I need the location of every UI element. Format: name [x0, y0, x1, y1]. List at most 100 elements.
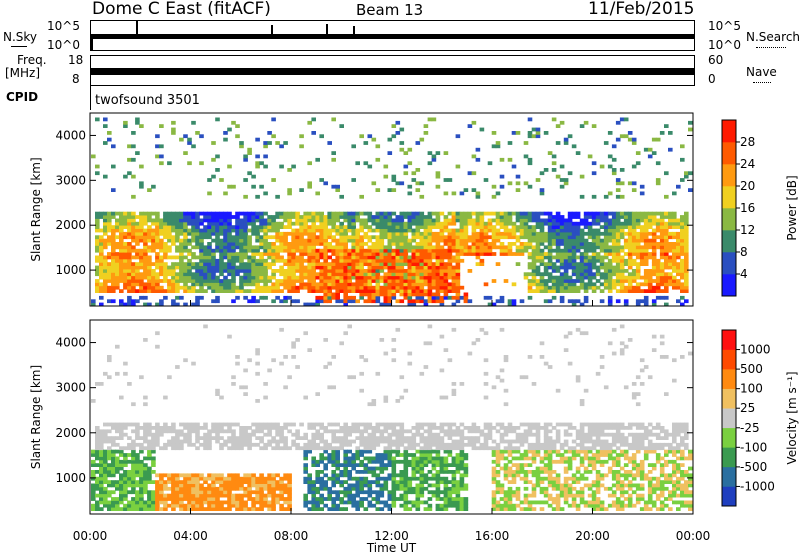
heatmap-cell — [147, 211, 152, 216]
heatmap-cell — [643, 147, 649, 152]
heatmap-cell — [487, 245, 493, 250]
heatmap-cell — [267, 225, 272, 229]
heatmap-cell — [371, 480, 377, 484]
heatmap-cell — [403, 463, 409, 467]
heatmap-cell — [419, 292, 425, 297]
heatmap-cell — [267, 285, 272, 290]
heatmap-cell — [403, 476, 409, 481]
heatmap-cell — [95, 486, 100, 491]
heatmap-cell — [167, 245, 172, 250]
heatmap-cell — [387, 228, 393, 233]
heatmap-cell — [676, 279, 681, 283]
heatmap-cell — [415, 255, 421, 260]
heatmap-cell — [603, 272, 609, 277]
heatmap-cell — [279, 490, 284, 495]
heatmap-cell — [143, 255, 148, 260]
heatmap-cell — [659, 215, 665, 219]
heatmap-cell — [103, 480, 108, 484]
heatmap-cell — [191, 262, 196, 266]
heatmap-cell — [95, 456, 100, 461]
heatmap-cell — [603, 275, 609, 280]
heatmap-cell — [243, 486, 248, 491]
heatmap-cell — [491, 238, 497, 243]
heatmap-cell — [371, 248, 377, 253]
heatmap-cell — [643, 215, 649, 219]
heatmap-cell — [143, 476, 148, 481]
heatmap-cell — [607, 211, 613, 216]
heatmap-cell — [271, 178, 276, 182]
heatmap-cell — [395, 289, 401, 293]
heatmap-cell — [407, 269, 413, 273]
heatmap-cell — [251, 225, 256, 229]
heatmap-cell — [119, 245, 124, 250]
heatmap-cell — [479, 252, 485, 256]
heatmap-cell — [335, 456, 340, 461]
heatmap-cell — [527, 282, 533, 287]
heatmap-cell — [239, 235, 244, 240]
heatmap-cell — [371, 292, 377, 297]
heatmap-cell — [267, 275, 272, 280]
heatmap-cell — [323, 480, 328, 484]
heatmap-cell — [351, 262, 356, 266]
heatmap-cell — [171, 426, 176, 430]
heatmap-cell — [351, 242, 356, 246]
heatmap-cell — [435, 285, 441, 290]
heatmap-cell — [179, 446, 184, 451]
heatmap-cell — [131, 486, 136, 491]
heatmap-cell — [315, 262, 320, 266]
heatmap-cell — [247, 262, 252, 266]
heatmap-cell — [167, 289, 172, 293]
heatmap-cell — [395, 459, 401, 464]
heatmap-cell — [379, 338, 385, 342]
heatmap-cell — [159, 429, 164, 434]
heatmap-cell — [531, 269, 537, 273]
heatmap-cell — [263, 480, 268, 484]
heatmap-cell — [539, 228, 545, 233]
heatmap-cell — [539, 188, 545, 192]
heatmap-cell — [603, 248, 609, 253]
heatmap-cell — [435, 231, 441, 236]
heatmap-cell — [251, 174, 256, 179]
heatmap-cell — [115, 429, 120, 434]
heatmap-cell — [107, 375, 112, 380]
heatmap-cell — [211, 174, 216, 179]
heatmap-cell — [171, 483, 176, 488]
heatmap-cell — [343, 292, 348, 297]
heatmap-cell — [291, 299, 296, 304]
heatmap-cell — [315, 503, 320, 508]
heatmap-cell — [587, 245, 593, 250]
heatmap-cell — [631, 164, 637, 169]
heatmap-cell — [639, 262, 645, 266]
heatmap-cell — [487, 235, 493, 240]
heatmap-cell — [491, 131, 497, 135]
heatmap-cell — [143, 500, 148, 505]
heatmap-cell — [111, 282, 116, 287]
heatmap-cell — [327, 429, 332, 434]
heatmap-cell — [143, 446, 148, 451]
heatmap-cell — [664, 295, 669, 300]
heatmap-cell — [407, 436, 413, 440]
heatmap-cell — [91, 302, 96, 307]
heatmap-cell — [151, 218, 156, 223]
heatmap-cell — [587, 282, 593, 287]
heatmap-cell — [279, 215, 284, 219]
heatmap-cell — [175, 218, 180, 223]
heatmap-cell — [403, 497, 409, 501]
heatmap-cell — [95, 269, 100, 273]
heatmap-cell — [291, 344, 296, 349]
heatmap-cell — [99, 269, 104, 273]
heatmap-cell — [319, 238, 324, 243]
heatmap-cell — [195, 483, 200, 488]
heatmap-cell — [315, 299, 320, 304]
heatmap-cell — [311, 275, 316, 280]
heatmap-cell — [247, 151, 252, 155]
heatmap-cell — [295, 211, 300, 216]
heatmap-cell — [139, 275, 144, 280]
heatmap-cell — [187, 218, 192, 223]
heatmap-cell — [615, 221, 621, 226]
heatmap-cell — [535, 242, 541, 246]
heatmap-cell — [175, 211, 180, 216]
heatmap-cell — [263, 493, 268, 498]
heatmap-cell — [676, 269, 681, 273]
heatmap-cell — [371, 275, 377, 280]
